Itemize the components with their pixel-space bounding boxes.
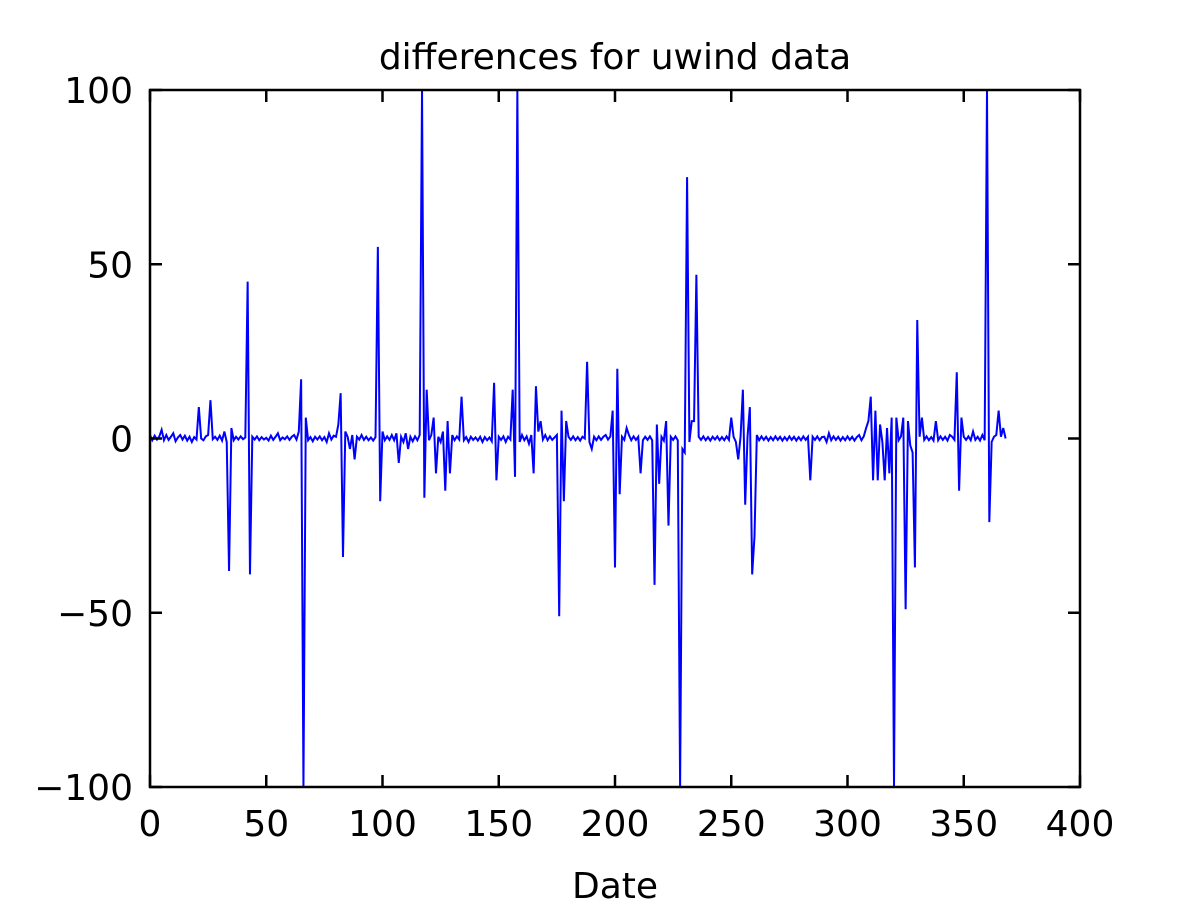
y-tick-labels: −100 −50 0 50 100 <box>34 71 133 809</box>
y-tick-label: 0 <box>110 420 133 461</box>
x-tick-label: 400 <box>1046 804 1115 845</box>
y-tick-label: −100 <box>34 768 133 809</box>
x-tick-label: 0 <box>139 804 162 845</box>
x-tick-label: 300 <box>813 804 882 845</box>
x-tick-label: 100 <box>348 804 417 845</box>
plot-frame <box>148 88 1082 789</box>
plot-area <box>150 90 1007 787</box>
x-tick-label: 250 <box>697 804 766 845</box>
x-tick-labels: 0 50 100 150 200 250 300 350 400 <box>139 804 1115 845</box>
chart-title: differences for uwind data <box>379 37 851 78</box>
x-tick-label: 350 <box>929 804 998 845</box>
y-tick-label: 50 <box>87 245 133 286</box>
y-tick-label: 100 <box>64 71 133 112</box>
x-axis-label: Date <box>572 866 658 900</box>
x-tick-label: 200 <box>581 804 650 845</box>
x-tick-label: 150 <box>464 804 533 845</box>
x-tick-label: 50 <box>243 804 289 845</box>
y-tick-label: −50 <box>57 594 133 635</box>
series-line <box>150 90 1007 787</box>
